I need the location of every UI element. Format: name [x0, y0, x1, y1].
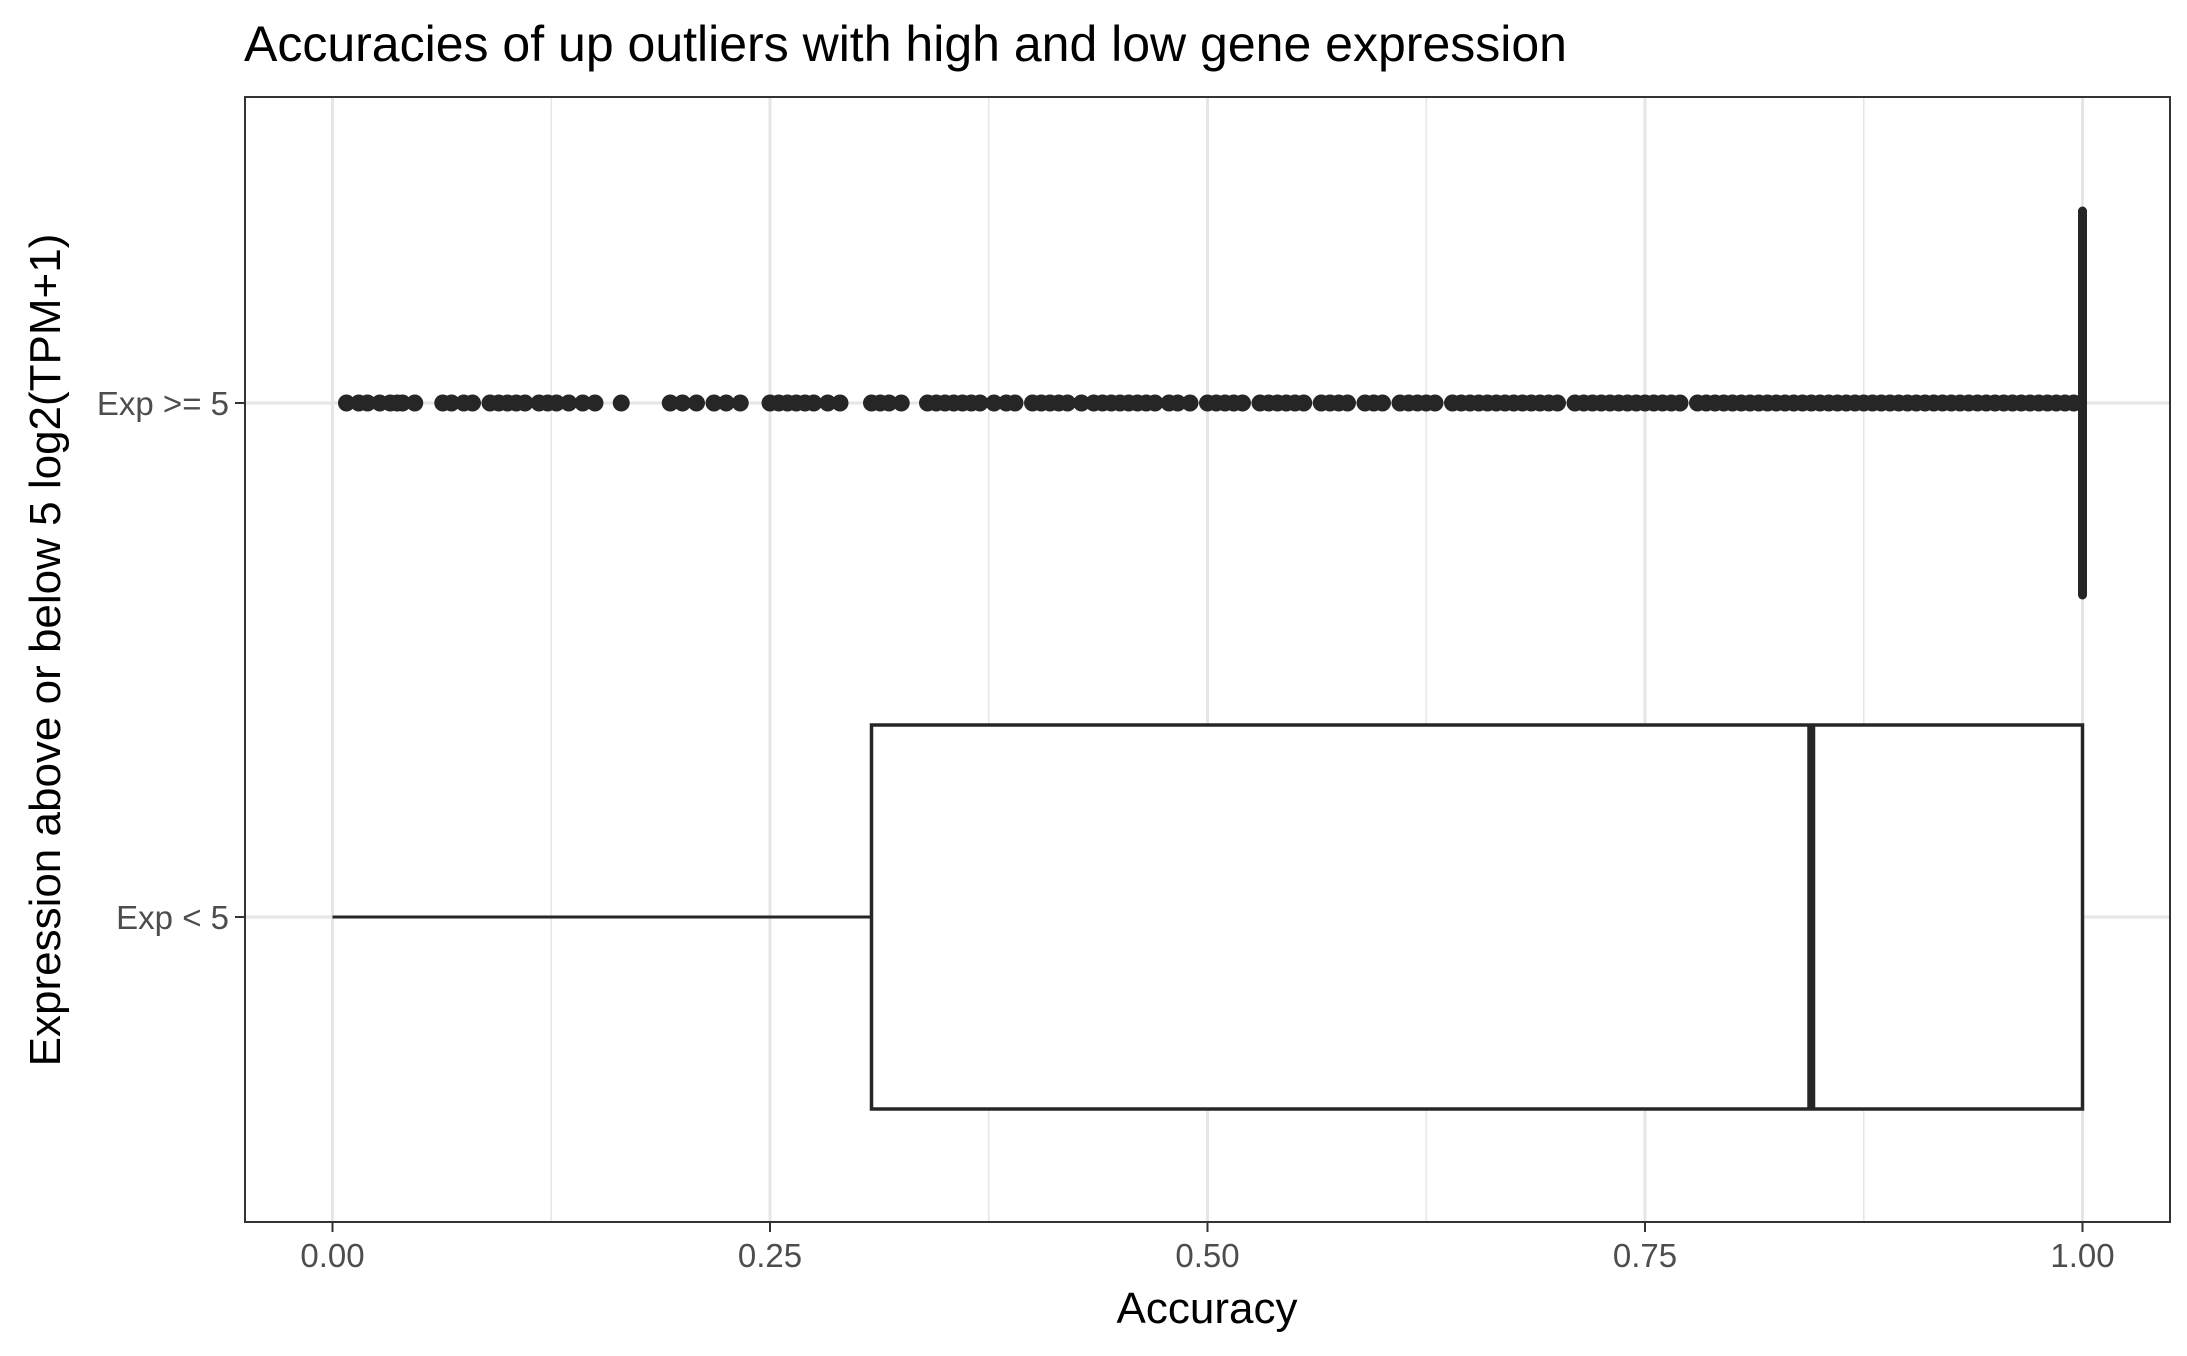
x-tick-label: 0.75 [1613, 1237, 1677, 1274]
axes: 0.00 0.25 0.50 0.75 1.00 Exp >= 5 Exp < 5 [97, 385, 2115, 1274]
outlier-point [1549, 394, 1566, 412]
outlier-point [880, 394, 898, 412]
box-exp-low [332, 723, 2085, 1111]
x-tick-label: 1.00 [2050, 1237, 2114, 1274]
outlier-point [1169, 394, 1187, 412]
data-marks [332, 206, 2087, 1111]
outlier-point [1295, 394, 1313, 412]
outlier-point [831, 394, 849, 412]
outlier-point [805, 394, 823, 412]
outlier-point [1234, 394, 1251, 412]
outlier-point [464, 394, 481, 412]
outlier-point [892, 394, 910, 412]
y-tick-label: Exp >= 5 [97, 385, 229, 422]
outlier-point [1426, 394, 1444, 412]
outlier-point [548, 394, 565, 412]
outlier-point [674, 394, 691, 412]
outlier-point [443, 394, 460, 412]
outlier-point [338, 394, 355, 412]
outlier-point [1671, 394, 1689, 412]
outlier-point [574, 394, 592, 412]
outlier-point [1374, 394, 1391, 412]
x-tick-label: 0.25 [738, 1237, 802, 1274]
outlier-point [394, 394, 411, 412]
outlier-point [688, 394, 705, 412]
x-tick-label: 0.00 [300, 1237, 364, 1274]
outlier-point [612, 394, 630, 412]
outlier-point [985, 394, 1003, 412]
x-tick-label: 0.50 [1175, 1237, 1239, 1274]
y-axis-title: Expression above or below 5 log2(TPM+1) [21, 234, 70, 1067]
chart-title: Accuracies of up outliers with high and … [244, 16, 1567, 72]
outlier-point [661, 394, 679, 412]
outlier-point [359, 394, 376, 412]
outlier-point [717, 394, 735, 412]
outlier-point [819, 394, 837, 412]
box-exp-high [338, 206, 2087, 600]
outlier-point [1073, 394, 1090, 412]
outlier-point [2065, 394, 2083, 412]
outlier-point [1059, 394, 1076, 412]
outlier-point [1339, 394, 1356, 412]
outlier-point [560, 394, 578, 412]
iqr-box [869, 723, 2085, 1111]
outlier-point [731, 394, 749, 412]
outlier-point [406, 394, 424, 412]
outlier-point [1181, 394, 1199, 412]
x-axis-title: Accuracy [1117, 1284, 1298, 1333]
outlier-point [705, 394, 723, 412]
outlier-point [1006, 394, 1024, 412]
y-tick-label: Exp < 5 [116, 899, 229, 936]
outlier-point [586, 394, 604, 412]
outlier-point [516, 394, 534, 412]
outlier-point [971, 394, 989, 412]
outlier-point [1146, 394, 1164, 412]
